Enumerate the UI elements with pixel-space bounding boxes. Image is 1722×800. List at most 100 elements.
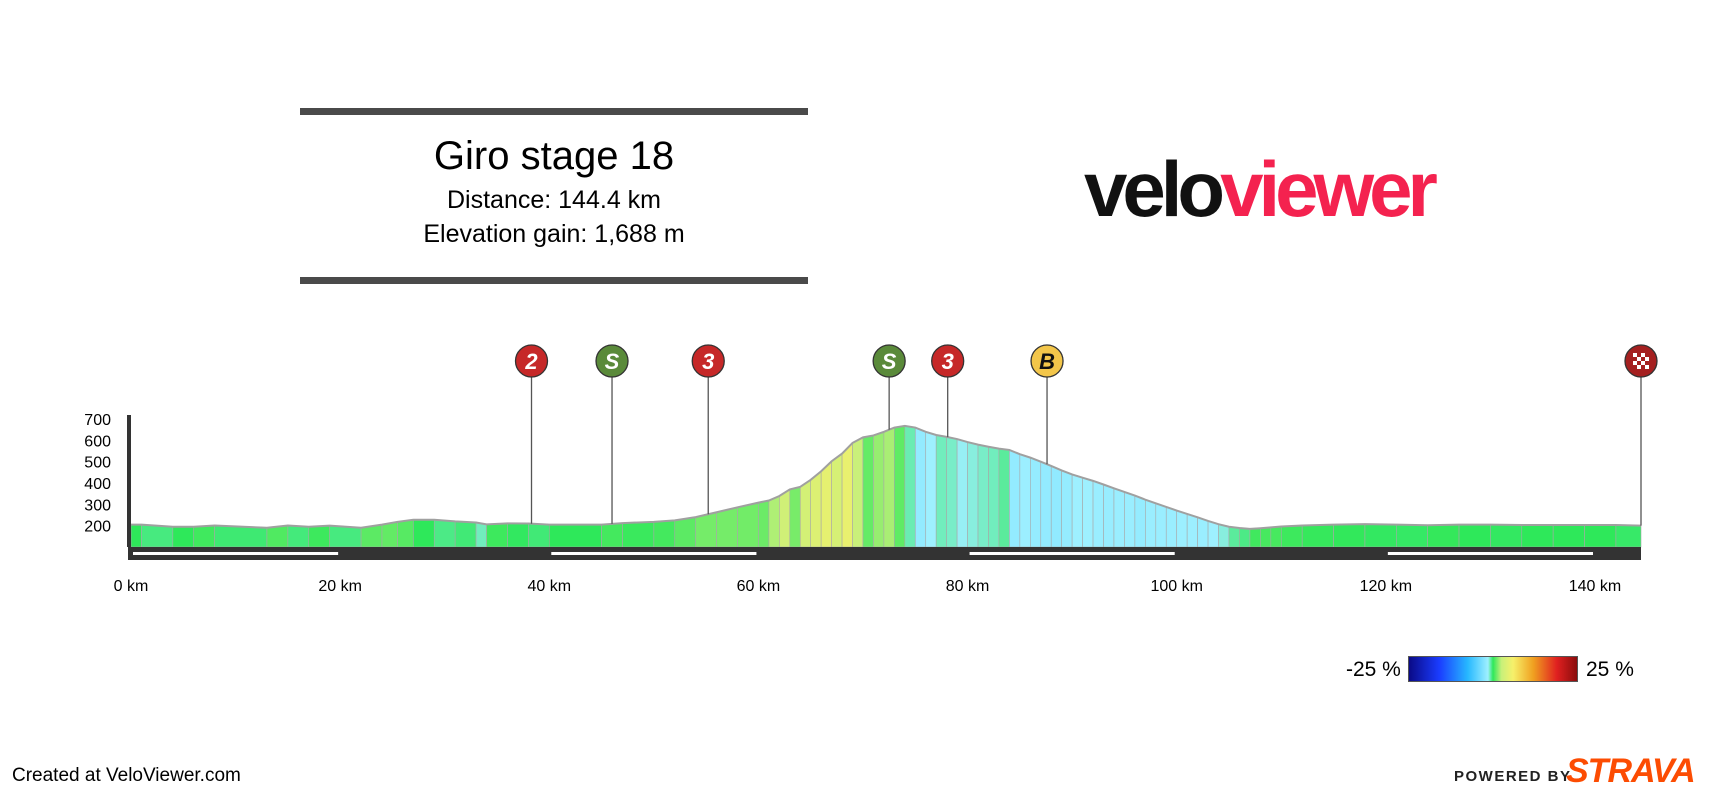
gradient-segment bbox=[130, 524, 142, 548]
gradient-segment bbox=[528, 523, 550, 548]
road-stripe bbox=[969, 552, 1175, 555]
gradient-segment bbox=[977, 444, 989, 548]
gradient-segment bbox=[841, 442, 853, 548]
gradient-segment bbox=[1103, 484, 1115, 548]
gradient-segment bbox=[308, 525, 330, 548]
gradient-segment bbox=[1145, 499, 1157, 548]
road-surface bbox=[128, 547, 1641, 560]
gradient-segment bbox=[1092, 480, 1104, 548]
road-stripe bbox=[1387, 552, 1593, 555]
gradient-segment bbox=[1176, 510, 1188, 548]
gradient-segment bbox=[475, 522, 487, 548]
gradient-segment bbox=[1165, 506, 1178, 548]
marker-circle bbox=[691, 344, 725, 378]
strava-logo[interactable]: STRAVA bbox=[1566, 752, 1696, 790]
gradient-segment bbox=[141, 524, 174, 548]
gradient-segment bbox=[873, 431, 885, 548]
gradient-segment bbox=[1490, 524, 1523, 548]
veloviewer-logo: veloviewer bbox=[1084, 150, 1438, 228]
gradient-segment bbox=[935, 434, 947, 548]
gradient-color-scale bbox=[1408, 656, 1578, 682]
marker-circle bbox=[1030, 344, 1064, 378]
gradient-segment bbox=[1333, 523, 1366, 548]
gradient-segment bbox=[1218, 523, 1230, 548]
gradient-segment bbox=[1186, 513, 1198, 548]
gradient-segment bbox=[266, 525, 289, 548]
gradient-segment bbox=[1615, 524, 1642, 548]
gradient-segment bbox=[1396, 524, 1428, 548]
gradient-segment bbox=[810, 470, 822, 548]
checker-square bbox=[1633, 361, 1637, 365]
gradient-segment bbox=[789, 486, 801, 548]
gradient-segment bbox=[1364, 523, 1397, 548]
gradient-segment bbox=[653, 520, 676, 548]
marker-label: 3 bbox=[942, 349, 954, 374]
gradient-segment bbox=[397, 519, 414, 548]
marker-climb: 3 bbox=[691, 344, 725, 515]
marker-label: S bbox=[882, 349, 897, 374]
checker-square bbox=[1633, 353, 1637, 357]
gradient-segment bbox=[1207, 520, 1219, 548]
gradient-segment bbox=[1071, 474, 1083, 548]
marker-sprint: S bbox=[595, 344, 629, 524]
gradient-segment bbox=[695, 511, 717, 548]
gradient-segment bbox=[799, 479, 812, 548]
gradient-segment bbox=[433, 519, 456, 548]
x-axis: 0 km 20 km 40 km 60 km 80 km 100 km 120 km 140 … bbox=[114, 578, 1622, 595]
checker-square bbox=[1641, 353, 1645, 357]
marker-circle bbox=[595, 344, 629, 378]
title-top-rule bbox=[300, 108, 808, 115]
marker-bonus: B bbox=[1030, 344, 1064, 465]
distance-label: Distance: 144.4 km bbox=[447, 186, 661, 214]
road-stripe bbox=[133, 552, 339, 555]
marker-label: 3 bbox=[702, 349, 714, 374]
gradient-segment bbox=[486, 523, 508, 548]
gradient-segment bbox=[894, 425, 906, 548]
marker-circle bbox=[514, 344, 549, 378]
x-tick-label: 60 km bbox=[737, 578, 781, 595]
gradient-segment bbox=[1521, 524, 1554, 548]
gradient-segment bbox=[956, 438, 968, 548]
created-at-link[interactable]: Created at VeloViewer.com bbox=[12, 765, 241, 786]
profile-line bbox=[131, 424, 1642, 530]
logo-viewer: viewer bbox=[1220, 145, 1438, 233]
gradient-segment bbox=[758, 500, 770, 548]
gradient-segment bbox=[820, 460, 832, 548]
title-box: Giro stage 18 Distance: 144.4 km Elevati… bbox=[300, 108, 808, 284]
gradient-segment bbox=[831, 452, 843, 548]
gradient-segment bbox=[925, 431, 937, 548]
gradient-segment bbox=[1249, 527, 1261, 548]
marker-sprint: S bbox=[872, 344, 906, 430]
gradient-segment bbox=[1009, 449, 1021, 548]
gradient-segment bbox=[998, 448, 1010, 548]
y-tick-label: 500 bbox=[84, 455, 111, 472]
gradient-fill-segments bbox=[130, 425, 1642, 548]
x-tick-label: 40 km bbox=[527, 578, 571, 595]
gradient-segment bbox=[1155, 502, 1167, 548]
gradient-segment bbox=[1019, 453, 1031, 548]
gradient-segment bbox=[1061, 469, 1073, 548]
road-stripe bbox=[551, 552, 757, 555]
gradient-segment bbox=[967, 441, 979, 548]
gradient-segment bbox=[1458, 524, 1491, 548]
marker-circle bbox=[872, 344, 906, 378]
gradient-segment bbox=[1050, 465, 1062, 548]
checker-square bbox=[1645, 365, 1649, 369]
elevation-profile-chart: 200 300 400 500 600 700 0 km 20 km 40 km 60 km 80… bbox=[84, 344, 1658, 595]
gradient-segment bbox=[193, 525, 215, 548]
gradient-segment bbox=[172, 526, 195, 548]
gradient-segment bbox=[1082, 477, 1094, 548]
gradient-segment bbox=[1239, 527, 1251, 548]
checker-square bbox=[1637, 365, 1641, 369]
gradient-segment bbox=[914, 427, 927, 548]
gradient-segment bbox=[413, 519, 435, 548]
x-tick-label: 0 km bbox=[114, 578, 149, 595]
gradient-segment bbox=[737, 502, 759, 548]
logo-velo: velo bbox=[1084, 145, 1225, 233]
marker-climb: 3 bbox=[931, 344, 965, 438]
gradient-segment bbox=[883, 427, 895, 548]
gradient-segment bbox=[548, 524, 602, 548]
marker-climb: 2 bbox=[514, 344, 549, 524]
gradient-segment bbox=[1124, 491, 1136, 548]
powered-by-label: POWERED BY bbox=[1454, 768, 1572, 785]
